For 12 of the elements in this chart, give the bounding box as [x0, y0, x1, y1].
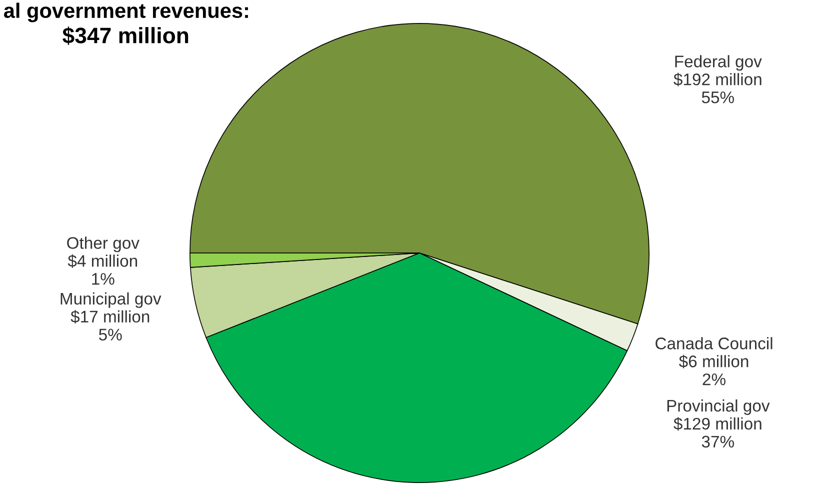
chart-title: al government revenues:	[4, 2, 248, 22]
slice-label: Federal gov	[675, 55, 762, 71]
slice-label: Municipal gov	[60, 292, 162, 308]
data-label: $6 million 2%	[679, 354, 748, 386]
chart-subtitle: $347 million	[62, 26, 188, 45]
data-label: $17 million 5%	[70, 310, 150, 341]
slice-label: Other gov	[67, 236, 140, 252]
data-label: $129 million 37%	[674, 417, 762, 448]
data-label: $4 million 1%	[68, 254, 138, 285]
slice-label: Canada Council	[656, 337, 772, 350]
data-label: $192 million 55%	[674, 72, 762, 104]
slice-label: Provincial gov	[667, 399, 770, 415]
